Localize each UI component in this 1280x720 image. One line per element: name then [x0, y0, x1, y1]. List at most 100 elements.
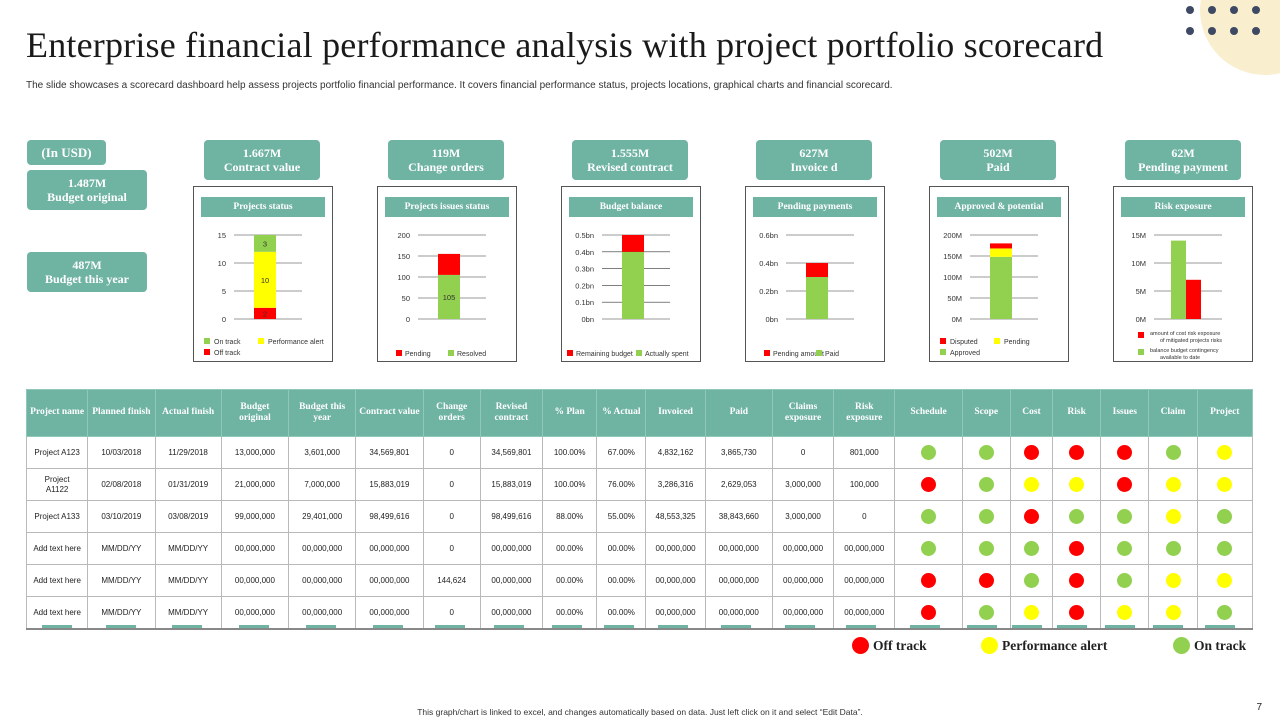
red-status-dot — [921, 573, 937, 588]
table-cell: 2,629,053 — [704, 468, 773, 501]
status-cell — [1100, 564, 1150, 597]
legend-swatch — [204, 338, 210, 344]
table-row: Add text here MM/DD/YY MM/DD/YY 00,000,000 0… — [25, 564, 1254, 597]
green-status-dot — [978, 541, 994, 556]
legend-label: Paid — [825, 351, 839, 358]
column-tick — [1204, 625, 1235, 628]
status-cell — [1196, 596, 1254, 630]
table-cell: 00,000,000 — [771, 564, 835, 597]
green-status-dot — [1117, 573, 1133, 588]
column-tick — [657, 625, 688, 628]
green-status-dot — [1217, 605, 1233, 620]
column-header-change-orders: Change orders — [422, 389, 481, 437]
table-cell: 00,000,000 — [355, 564, 424, 597]
column-header-project: Project — [1196, 389, 1254, 437]
kpi-label: Invoice d — [790, 160, 838, 174]
status-cell — [1009, 596, 1054, 630]
green-status-dot — [1023, 573, 1039, 588]
status-cell — [894, 468, 963, 501]
chart-panel-budget-balance: Budget balance 0.5bn 0.4bn 0.3bn 0.2bn 0.1bn 0… — [561, 186, 701, 362]
kpi-value: 627M — [799, 145, 829, 160]
status-cell — [1052, 500, 1102, 533]
kpi-value: 119M — [431, 145, 461, 160]
status-cell — [1196, 532, 1254, 565]
status-cell — [1052, 564, 1102, 597]
status-cell — [1100, 500, 1150, 533]
column-header-budget-this-year: Budget this year — [288, 389, 357, 437]
y-tick-label: 200M — [943, 231, 962, 240]
table-cell: 00,000,000 — [833, 532, 896, 565]
table-cell: MM/DD/YY — [87, 596, 156, 630]
table-cell: 13,000,000 — [220, 436, 290, 469]
table-cell: 02/08/2018 — [87, 468, 156, 501]
budget-this-year-card: 487M Budget this year — [27, 252, 147, 292]
column-tick — [494, 625, 524, 628]
status-cell — [894, 532, 963, 565]
table-cell: 21,000,000 — [220, 468, 290, 501]
table-cell: 00,000,000 — [220, 532, 290, 565]
page-title: Enterprise financial performance analysi… — [26, 25, 1104, 65]
table-cell: 98,499,616 — [355, 500, 424, 533]
legend-label: Disputed — [950, 339, 978, 346]
table-cell: 00,000,000 — [288, 532, 357, 565]
table-cell: 0 — [422, 532, 481, 565]
green-status-dot — [1069, 509, 1085, 524]
table-cell: MM/DD/YY — [154, 532, 222, 565]
footer-note: This graph/chart is linked to excel, and… — [417, 707, 863, 717]
table-cell: 67.00% — [596, 436, 647, 469]
project-name-cell: Project A1122 — [25, 468, 89, 501]
yellow-status-dot — [1165, 477, 1181, 492]
chart-svg: 200M 150M 100M 50M 0M Disputed Pending Approved — [940, 231, 1038, 357]
column-header-issues: Issues — [1100, 389, 1150, 437]
table-cell: 00,000,000 — [220, 596, 290, 630]
table-row: Add text here MM/DD/YY MM/DD/YY 00,000,000 0… — [25, 532, 1254, 565]
kpi-change-orders: 119M Change orders — [388, 140, 504, 180]
legend-swatch — [204, 349, 210, 355]
column-header-invoiced: Invoiced — [645, 389, 706, 437]
bar-actually-spent — [622, 251, 644, 319]
status-cell — [1009, 436, 1054, 469]
table-cell: 00,000,000 — [833, 596, 896, 630]
table-cell: 00,000,000 — [220, 564, 290, 597]
table-header-row: Project name Planned finish Actual finish B… — [25, 389, 1254, 437]
red-status-dot — [1069, 445, 1085, 460]
status-cell — [1148, 564, 1198, 597]
table-cell: 00.00% — [542, 564, 598, 597]
kpi-label: Change orders — [408, 160, 484, 174]
status-cell — [1052, 436, 1102, 469]
table-cell: 00.00% — [596, 564, 647, 597]
legend-label: Off track — [873, 637, 927, 653]
data-label: 10 — [261, 276, 269, 285]
table-cell: 00,000,000 — [479, 532, 544, 565]
y-tick-label: 100 — [397, 273, 410, 282]
yellow-status-dot — [1023, 605, 1039, 620]
currency-card: (In USD) — [27, 140, 106, 165]
table-cell: 00,000,000 — [288, 596, 357, 630]
red-status-dot — [921, 605, 937, 620]
project-name-cell: Project A133 — [25, 500, 89, 533]
project-name-cell: Add text here — [25, 532, 89, 565]
table-cell: 4,832,162 — [645, 436, 706, 469]
red-status-dot — [1069, 605, 1085, 620]
chart-svg: 200 150 100 50 0 105 Pending Resolved — [396, 231, 486, 358]
table-cell: MM/DD/YY — [87, 564, 156, 597]
chart-svg: 0.5bn 0.4bn 0.3bn 0.2bn 0.1bn 0bn Remaining bu… — [567, 231, 689, 358]
column-header-paid: Paid — [704, 389, 773, 437]
table-cell: 3,000,000 — [771, 468, 835, 501]
legend-label: On track — [1194, 637, 1247, 653]
status-cell — [1148, 532, 1198, 565]
green-status-dot — [1165, 541, 1181, 556]
y-tick-label: 5M — [1136, 287, 1146, 296]
column-tick — [845, 625, 876, 628]
project-name-cell: Add text here — [25, 564, 89, 597]
column-tick — [41, 625, 72, 628]
table-cell: 29,401,000 — [288, 500, 357, 533]
yellow-status-dot — [1217, 445, 1233, 460]
column-header-actual: % Actual — [596, 389, 647, 437]
table-cell: 34,569,801 — [355, 436, 424, 469]
bar-paid — [806, 277, 828, 319]
column-header-claim: Claim — [1148, 389, 1198, 437]
chart-svg: 15 10 5 0 2 10 3 On track Performance alert Off t… — [204, 231, 324, 357]
kpi-label: Contract value — [223, 160, 301, 174]
chart-svg: 15M 10M 5M 0M amount of cost risk exposure of… — [1131, 231, 1222, 361]
